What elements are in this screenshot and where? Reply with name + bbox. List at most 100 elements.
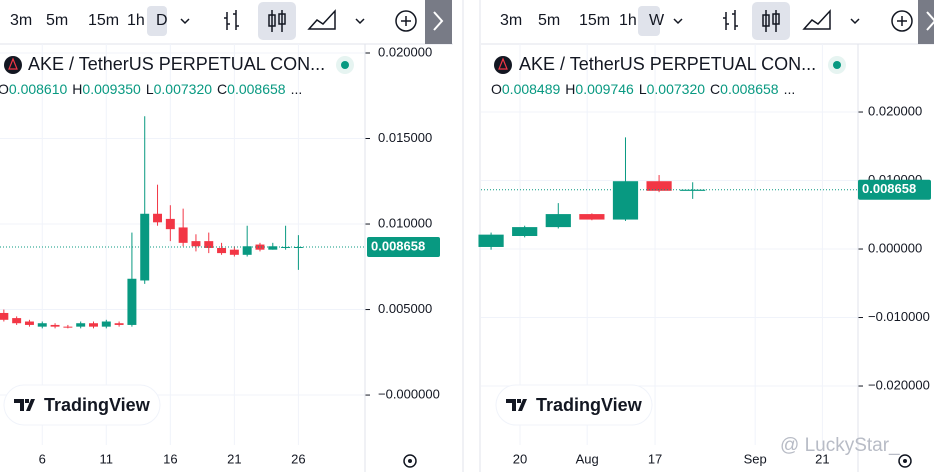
logo-dot	[517, 399, 521, 403]
ohlc-key: O	[491, 81, 502, 97]
area-chart-icon[interactable]	[802, 9, 831, 30]
add-indicator-button[interactable]	[395, 10, 417, 32]
candle-body	[612, 181, 639, 220]
candle-body	[579, 214, 605, 220]
ohlc-value: 0.008610	[9, 81, 68, 97]
last-price-label: 0.008658	[371, 238, 425, 253]
plus-icon	[401, 16, 411, 26]
panel-arrow-button[interactable]	[425, 0, 452, 44]
interval-button[interactable]: 5m	[538, 12, 560, 29]
ohlc-key: O	[0, 81, 9, 97]
candle-body	[89, 323, 98, 327]
candle-body	[50, 324, 60, 327]
candle-body	[204, 241, 214, 248]
ohlc-key: C	[217, 81, 227, 97]
x-tick-label: 6	[39, 451, 46, 466]
candle-body	[545, 214, 571, 228]
ohlc-value: 0.007320	[647, 81, 706, 97]
ohlc-value: 0.008658	[227, 81, 286, 97]
x-tick-label: 20	[513, 451, 527, 466]
symbol-title: AKE / TetherUS PERPETUAL CON...	[519, 54, 816, 74]
ohlc-key: C	[710, 81, 720, 97]
interval-button[interactable]: 1h	[127, 12, 145, 29]
candle-body	[24, 321, 34, 325]
x-tick-label: 16	[163, 451, 177, 466]
logo-badge	[495, 384, 653, 426]
candle-body	[646, 181, 672, 191]
candle-body	[76, 323, 86, 327]
candle-body	[255, 244, 265, 250]
arrow-icon	[926, 11, 934, 31]
x-tick-label: 21	[815, 451, 829, 466]
candle-icon-body	[762, 14, 770, 27]
dropdown-chevron[interactable]	[355, 18, 365, 25]
last-price-box	[367, 236, 440, 257]
chart-panel: 3m 5m 15m 1h W20 Aug 17 Sep 210.0200000.0100000.…	[478, 0, 934, 472]
settings-button[interactable]	[898, 454, 912, 468]
ohlc-legend: O0.008610 H0.009350 L0.007320 C0.008658...	[0, 81, 302, 97]
y-tick-label: 0.000000	[868, 240, 922, 255]
interval-active[interactable]: W	[649, 12, 665, 29]
y-tick-label: −0.010000	[868, 309, 930, 324]
symbol-glyph	[8, 57, 18, 70]
candle-body	[229, 249, 239, 255]
symbol-title: AKE / TetherUS PERPETUAL CON...	[28, 54, 325, 74]
interval-button[interactable]: 3m	[500, 12, 522, 29]
status-dot	[341, 61, 349, 69]
candle-icon-body	[772, 13, 780, 25]
candle-icon-body	[268, 14, 276, 27]
y-tick-label: −0.020000	[868, 377, 930, 392]
chart-type-active-bg	[258, 2, 296, 40]
x-tick-label: Aug	[576, 451, 599, 466]
interval-button[interactable]: 5m	[46, 12, 68, 29]
last-price-box	[858, 179, 931, 200]
active-interval-bg	[147, 6, 167, 36]
watermark: @ LuckyStar_	[780, 435, 900, 456]
candle-body	[0, 312, 9, 320]
chevron-small[interactable]	[180, 18, 190, 25]
interval-button[interactable]: 15m	[579, 12, 610, 29]
add-indicator-button[interactable]	[891, 10, 913, 32]
chart-type-active-bg	[752, 2, 790, 40]
legend-more: ...	[784, 81, 796, 97]
candle-body	[512, 227, 538, 237]
candle-body	[165, 218, 175, 230]
bar-chart-icon[interactable]	[224, 10, 239, 30]
x-tick-label: 17	[648, 451, 662, 466]
ohlc-legend: O0.008489 H0.009746 L0.007320 C0.008658...	[491, 81, 795, 97]
panel-arrow-button[interactable]	[918, 0, 934, 44]
y-tick-label: 0.010000	[378, 215, 432, 230]
interval-button[interactable]: 15m	[88, 12, 119, 29]
candle-body	[114, 323, 124, 325]
candle-body	[217, 247, 227, 254]
symbol-glyph	[498, 57, 508, 70]
ohlc-value: 0.008489	[502, 81, 561, 97]
area-chart-icon[interactable]	[307, 9, 336, 30]
dropdown-chevron[interactable]	[850, 18, 860, 25]
arrow-icon	[433, 11, 444, 31]
candle-body	[242, 246, 252, 255]
candle-body	[101, 321, 111, 327]
candle-body	[268, 246, 278, 250]
chart-panel: 3m 5m 15m 1h D 6 11 16 21 26 0.020000 0.015000 0.010…	[0, 0, 453, 472]
candle-body	[478, 234, 504, 247]
logo-text: TradingView	[44, 395, 151, 415]
interval-button[interactable]: 1h	[619, 12, 637, 29]
interval-active[interactable]: D	[156, 12, 168, 29]
candle-body	[680, 189, 706, 191]
chevron-small[interactable]	[673, 18, 683, 25]
logo-badge	[3, 384, 161, 426]
y-tick-label: 0.015000	[378, 130, 432, 145]
ohlc-key: H	[565, 81, 575, 97]
bar-chart-icon[interactable]	[723, 10, 738, 30]
candle-body	[178, 227, 188, 243]
ohlc-value: 0.009350	[82, 81, 141, 97]
settings-hub	[408, 459, 412, 463]
logo-mark	[14, 399, 35, 411]
candle-body	[63, 326, 73, 328]
x-tick-label: 11	[100, 451, 114, 466]
status-dot	[833, 61, 841, 69]
x-tick-label: 26	[291, 451, 305, 466]
interval-button[interactable]: 3m	[10, 12, 32, 29]
settings-button[interactable]	[403, 454, 417, 468]
